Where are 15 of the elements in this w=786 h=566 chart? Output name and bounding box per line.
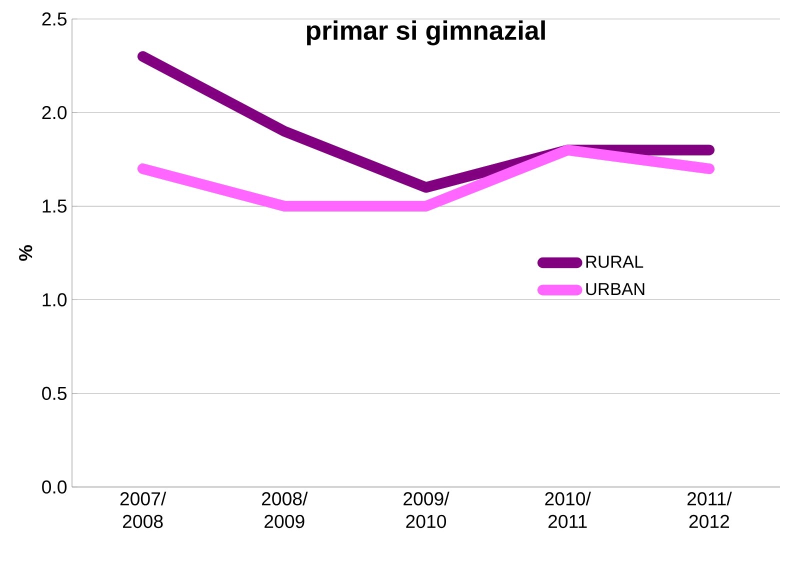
x-tick-label: 2007/ 2008 — [120, 492, 166, 528]
y-tick-label: 1.0 — [42, 293, 67, 306]
x-tick-label: 2011/ 2012 — [687, 492, 732, 528]
x-tick-label: 2009/ 2010 — [404, 492, 450, 528]
x-tick-label: 2010/ 2011 — [545, 492, 591, 528]
y-tick-label: 2.5 — [42, 12, 67, 26]
legend-label: URBAN — [586, 283, 644, 296]
y-axis-title: % — [19, 245, 32, 261]
legend-label: RURAL — [586, 256, 644, 268]
y-tick-label: 2.0 — [42, 106, 67, 120]
y-tick-label: 0.5 — [42, 386, 67, 400]
y-tick-label: 0.0 — [42, 480, 67, 494]
y-tick-label: 1.5 — [42, 200, 67, 213]
x-tick-label: 2008/ 2009 — [262, 492, 308, 528]
chart-title: primar si gimnazial — [306, 20, 545, 46]
